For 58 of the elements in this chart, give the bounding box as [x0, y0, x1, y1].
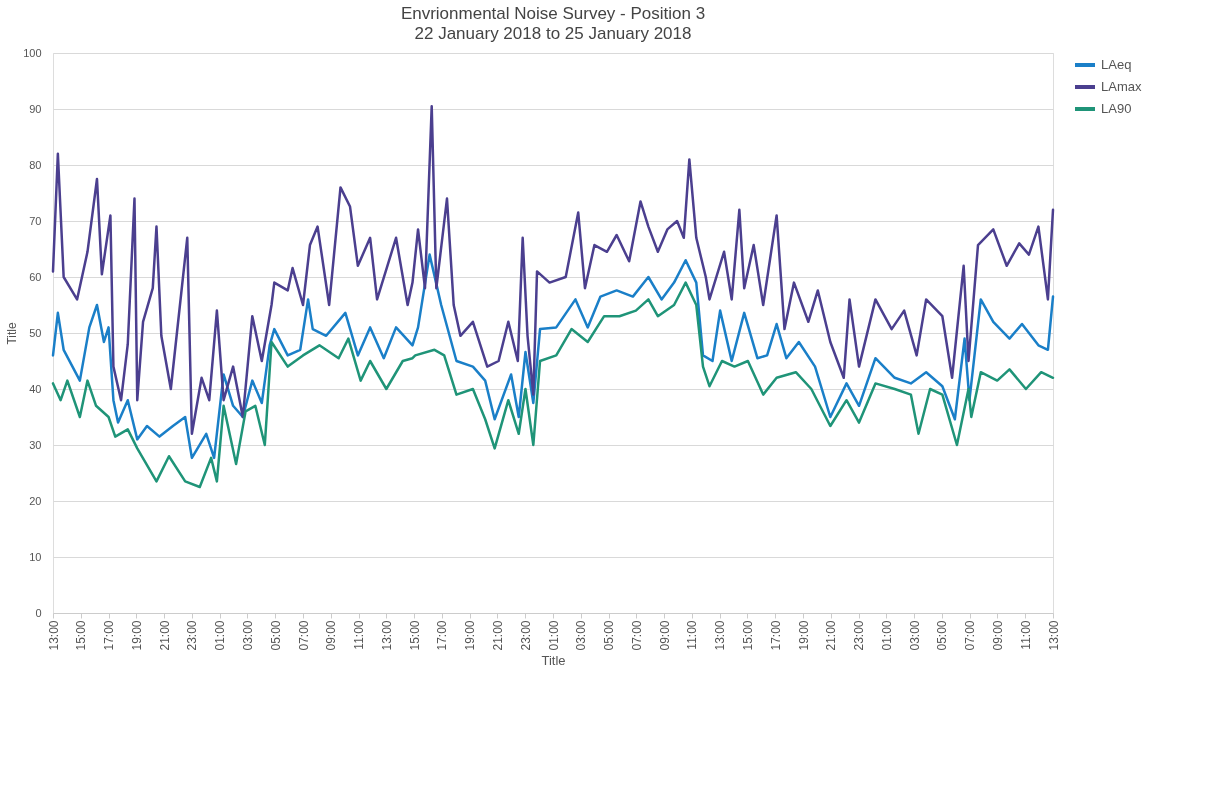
x-tick-label: 23:00	[852, 620, 867, 651]
x-tick-label: 09:00	[657, 620, 672, 651]
line-series	[51, 104, 1055, 436]
y-tick-label: 20	[29, 494, 42, 507]
x-tick-label: 15:00	[740, 620, 755, 651]
y-tick-label: 70	[29, 214, 42, 227]
x-tick-label: 13:00	[1046, 620, 1061, 651]
y-tick-label: 80	[29, 158, 42, 171]
line-series	[51, 281, 1055, 489]
x-tick-label: 17:00	[768, 620, 783, 651]
x-tick-label: 11:00	[685, 620, 700, 650]
x-tick-label: 13:00	[46, 620, 61, 651]
x-tick-label: 17:00	[102, 620, 117, 651]
x-tick-label: 19:00	[796, 620, 811, 651]
x-tick-label: 19:00	[463, 620, 478, 651]
y-tick-label: 100	[23, 46, 42, 59]
x-tick-label: 21:00	[824, 620, 839, 651]
y-tick-label: 90	[29, 102, 42, 115]
x-tick-label: 13:00	[713, 620, 728, 651]
x-tick-label: 01:00	[213, 620, 228, 651]
x-tick-label: 15:00	[407, 620, 422, 651]
y-tick-label: 10	[29, 550, 42, 563]
y-tick-label: 60	[29, 270, 42, 283]
x-tick-label: 17:00	[435, 620, 450, 651]
y-axis-title: Title	[5, 322, 20, 345]
legend-label: LA90	[1101, 101, 1132, 116]
chart-subtitle: 22 January 2018 to 25 January 2018	[414, 24, 692, 43]
chart-title: Envrionmental Noise Survey - Position 3	[400, 4, 706, 23]
x-tick-label: 23:00	[185, 620, 200, 651]
y-tick-label: 40	[29, 382, 42, 395]
y-tick-label: 30	[29, 438, 42, 451]
x-tick-label: 23:00	[518, 620, 533, 651]
x-tick-label: 19:00	[129, 620, 144, 651]
x-tick-label: 21:00	[490, 620, 505, 651]
x-tick-label: 01:00	[879, 620, 894, 651]
x-tick-label: 11:00	[1018, 620, 1033, 650]
x-tick-label: 13:00	[379, 620, 394, 651]
line-series	[51, 253, 1055, 460]
x-tick-label: 21:00	[157, 620, 172, 651]
x-tick-label: 07:00	[963, 620, 978, 651]
x-tick-label: 07:00	[629, 620, 644, 651]
x-tick-label: 03:00	[907, 620, 922, 651]
legend-label: LAeq	[1101, 57, 1132, 72]
x-tick-label: 03:00	[574, 620, 589, 651]
x-tick-label: 09:00	[324, 620, 339, 651]
x-tick-label: 05:00	[935, 620, 950, 651]
x-tick-label: 03:00	[240, 620, 255, 651]
y-tick-label: 50	[29, 326, 42, 339]
x-tick-label: 01:00	[546, 620, 561, 651]
x-tick-label: 05:00	[268, 620, 283, 651]
x-tick-label: 11:00	[352, 620, 367, 650]
x-tick-label: 07:00	[296, 620, 311, 651]
legend-label: LAmax	[1101, 79, 1142, 94]
x-axis-title: Title	[541, 652, 566, 668]
x-tick-label: 09:00	[990, 620, 1005, 651]
x-tick-label: 15:00	[74, 620, 89, 651]
y-tick-label: 0	[35, 606, 42, 619]
x-tick-label: 05:00	[602, 620, 617, 651]
